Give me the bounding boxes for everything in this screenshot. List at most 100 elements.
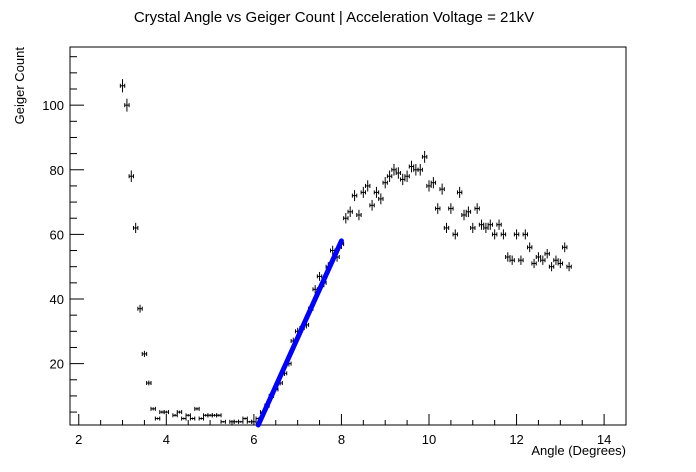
data-point [522,229,528,240]
data-point [365,180,371,192]
data-point [408,160,415,173]
x-tick-label: 12 [509,432,523,447]
data-point [163,410,170,415]
data-point [194,406,200,411]
y-tick-label: 20 [50,357,64,372]
data-point [478,219,485,230]
data-point [159,410,165,415]
data-point [128,170,134,182]
y-tick-label: 60 [50,227,64,242]
tick-labels: 2 4 6 8 10 12 14 20 40 60 80 100 [42,98,611,447]
data-point [426,180,432,192]
data-point [553,255,559,265]
y-tick-label: 80 [50,163,64,178]
data-point [470,222,476,234]
data-point [137,304,143,313]
data-point [360,186,367,198]
data-point [439,183,445,195]
data-point [189,416,196,421]
data-point [242,416,248,421]
plot-frame [69,46,627,426]
data-point [124,98,130,112]
data-point [233,419,240,424]
x-tick-label: 14 [597,432,611,447]
data-point [465,206,472,218]
data-point [181,416,187,421]
data-point [146,380,152,386]
x-tick-label: 4 [163,432,170,447]
data-point [483,222,489,234]
data-point [316,271,323,281]
data-points [119,79,572,424]
data-point [430,177,437,189]
data-point [386,170,393,182]
chart-title: Crystal Angle vs Geiger Count | Accelera… [134,9,534,26]
data-point [391,163,397,176]
data-point [421,150,428,163]
data-point [373,186,380,198]
data-point [435,203,441,214]
x-axis-label: Angle (Degrees) [531,443,626,458]
data-point [347,206,353,218]
data-point [535,252,542,262]
data-point [404,170,410,182]
data-point [185,413,191,418]
data-point [443,222,450,234]
data-point [238,419,244,424]
x-tick-label: 10 [422,432,436,447]
data-point [417,163,423,176]
data-point [452,229,458,240]
x-tick-label: 2 [75,432,82,447]
data-point [395,167,402,179]
data-point [207,413,213,418]
data-point [154,416,161,421]
y-tick-label: 40 [50,292,64,307]
data-point [203,413,209,418]
data-point [531,258,537,269]
axis-ticks [70,56,605,425]
fit-line [255,238,344,428]
data-point [509,255,515,265]
data-point [566,262,572,272]
data-point [544,249,550,259]
data-point [211,413,218,418]
data-point [356,209,362,221]
data-point [557,258,564,269]
fit-line-group [255,238,344,428]
data-point [540,255,546,265]
data-point [496,219,502,230]
data-point [382,177,388,189]
data-point [461,209,467,221]
data-point [491,229,498,240]
data-point [518,255,524,265]
data-point [448,203,454,214]
data-point [351,190,358,202]
data-point [562,242,568,253]
y-tick-label: 100 [42,98,64,113]
x-tick-label: 6 [250,432,257,447]
data-point [400,173,406,186]
data-point [150,406,156,411]
data-point [526,242,533,253]
data-point [378,193,384,205]
data-point [246,419,253,424]
data-point [413,163,419,176]
data-point [548,262,555,272]
data-point [343,213,349,224]
data-point [141,350,148,358]
data-point [132,222,139,234]
data-point [500,229,507,240]
data-point [505,252,511,262]
data-point [513,229,520,240]
data-point [119,79,126,93]
data-point [198,416,205,421]
x-tick-label: 8 [338,432,345,447]
data-point [369,199,375,211]
data-point [172,413,178,418]
data-point [474,203,480,214]
data-point [176,410,183,415]
data-point [220,419,226,424]
data-point [487,219,493,230]
data-point [216,413,222,418]
